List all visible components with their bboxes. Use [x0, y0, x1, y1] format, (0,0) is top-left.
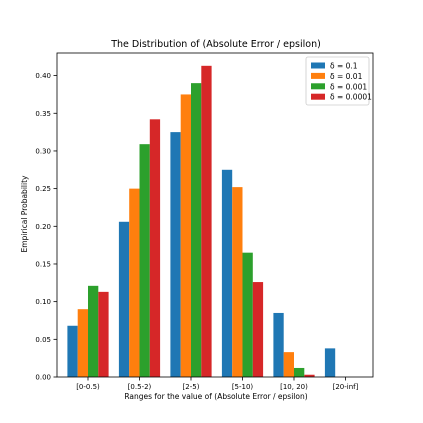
- bar: [273, 312, 284, 377]
- plot-frame: [56, 52, 374, 378]
- legend-swatch: [311, 72, 325, 79]
- legend-swatch: [311, 62, 325, 69]
- x-axis: [0-0.5) [0.5-2) [2-5) [5-10) [10, 20) [20-inf…: [76, 377, 359, 391]
- legend-swatch: [311, 83, 325, 90]
- bar: [67, 325, 78, 377]
- bar: [324, 348, 336, 377]
- x-tick-label: [0-0.5): [76, 383, 100, 391]
- x-tick-label: [10, 20): [280, 383, 308, 391]
- bar: [201, 65, 212, 377]
- y-tick-label: 0.40: [35, 72, 51, 80]
- bar: [77, 309, 88, 377]
- bar: [88, 285, 99, 377]
- bar: [283, 352, 294, 377]
- plot-area: [56, 52, 374, 378]
- x-tick-label: [2-5): [183, 383, 200, 391]
- bar: [129, 188, 140, 377]
- x-tick-label: [20-inf]: [333, 383, 359, 391]
- y-tick-label: 0.05: [35, 336, 51, 344]
- y-tick-label: 0.00: [35, 374, 51, 382]
- legend-label: δ = 0.01: [330, 72, 363, 81]
- y-axis: 0.00 0.05 0.10 0.15 0.20 0.25 0.30 0.35 0.40: [35, 72, 57, 382]
- legend-label: δ = 0.1: [330, 62, 358, 71]
- y-tick-label: 0.35: [35, 110, 51, 118]
- x-axis-label: Ranges for the value of (Absolute Error …: [124, 392, 307, 401]
- bar: [118, 221, 130, 377]
- legend-box: [305, 56, 370, 106]
- bar: [294, 367, 305, 377]
- y-tick-label: 0.15: [35, 260, 51, 268]
- bar: [191, 83, 202, 377]
- bar: [232, 187, 243, 377]
- legend: δ = 0.1δ = 0.01δ = 0.001 δ = 0.0001: [305, 56, 372, 106]
- bar: [139, 144, 150, 377]
- bar: [242, 252, 253, 377]
- bar: [304, 374, 315, 377]
- bar: [149, 119, 161, 377]
- chart-title: The Distribution of (Absolute Error / ep…: [110, 39, 321, 50]
- x-tick-label: [5-10): [232, 383, 254, 391]
- bar: [98, 291, 109, 377]
- legend-label: δ = 0.0001: [330, 93, 372, 102]
- y-tick-label: 0.25: [35, 185, 51, 193]
- y-axis-label: Empirical Probability: [20, 175, 29, 252]
- y-tick-label: 0.20: [35, 223, 51, 231]
- x-tick-label: [0.5-2): [128, 383, 152, 391]
- legend-swatch: [311, 93, 325, 100]
- legend-label: δ = 0.001: [330, 82, 367, 91]
- bar: [180, 94, 191, 377]
- bar: [252, 282, 264, 377]
- bar: [170, 132, 181, 377]
- bar: [221, 169, 233, 377]
- y-tick-label: 0.30: [35, 147, 51, 155]
- y-tick-label: 0.10: [35, 298, 51, 306]
